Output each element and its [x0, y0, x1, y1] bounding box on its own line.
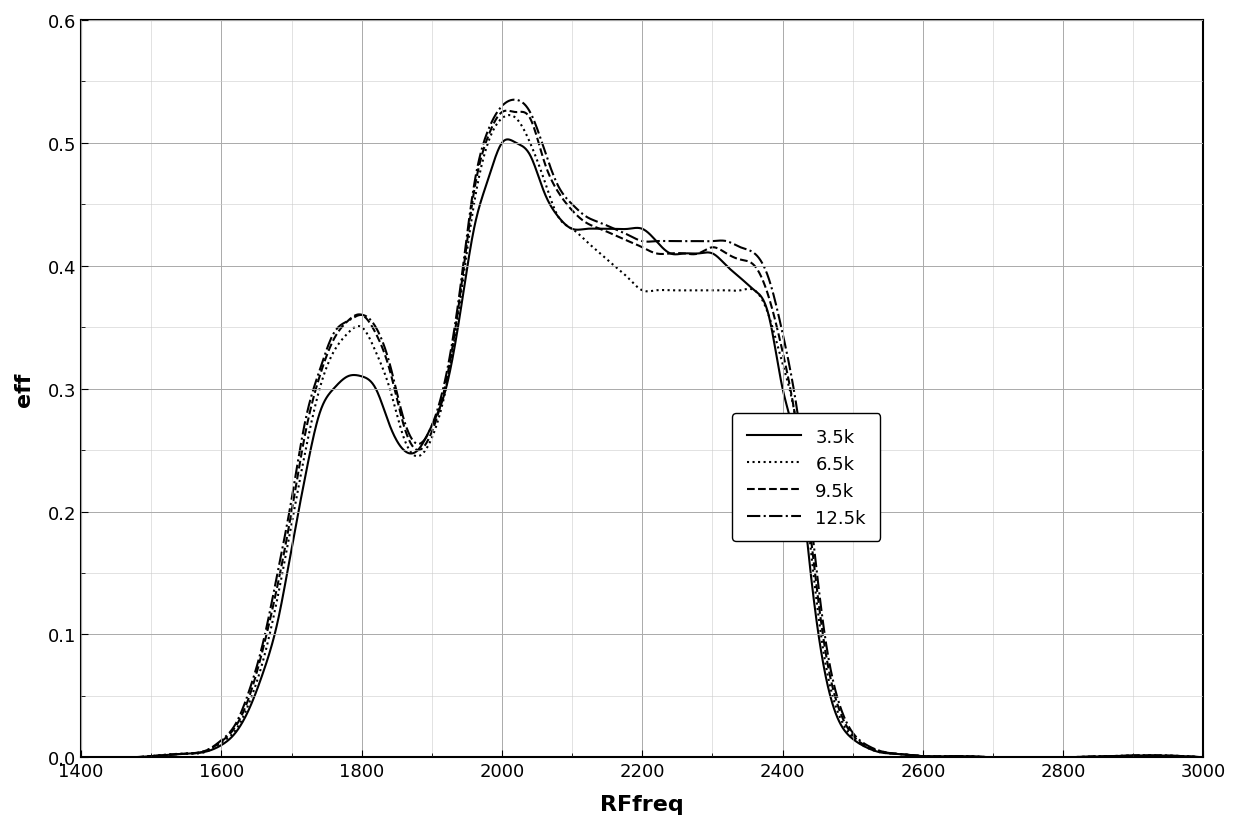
6.5k	[1163, 751, 1178, 761]
12.5k	[590, 218, 605, 228]
Line: 9.5k: 9.5k	[81, 112, 1204, 758]
9.5k	[620, 237, 635, 247]
9.5k	[1164, 751, 1179, 761]
3.5k	[590, 224, 605, 234]
6.5k	[1197, 753, 1211, 763]
3.5k	[1164, 751, 1179, 761]
3.5k	[959, 751, 973, 761]
6.5k	[502, 111, 517, 121]
3.5k	[501, 135, 516, 145]
9.5k	[131, 752, 146, 762]
6.5k	[73, 753, 88, 763]
X-axis label: RFfreq: RFfreq	[600, 794, 684, 814]
12.5k	[1197, 753, 1211, 763]
6.5k	[1164, 751, 1179, 761]
9.5k	[500, 107, 515, 117]
3.5k	[1163, 751, 1178, 761]
3.5k	[1197, 753, 1211, 763]
6.5k	[590, 247, 605, 257]
Line: 3.5k: 3.5k	[81, 140, 1204, 758]
Legend: 3.5k, 6.5k, 9.5k, 12.5k: 3.5k, 6.5k, 9.5k, 12.5k	[732, 414, 880, 542]
Line: 6.5k: 6.5k	[81, 116, 1204, 758]
12.5k	[73, 753, 88, 763]
12.5k	[131, 753, 146, 763]
3.5k	[131, 752, 146, 762]
Line: 12.5k: 12.5k	[81, 100, 1204, 758]
Y-axis label: eff: eff	[14, 372, 33, 407]
12.5k	[959, 751, 973, 761]
9.5k	[1197, 753, 1211, 763]
9.5k	[959, 751, 973, 761]
12.5k	[1163, 751, 1178, 761]
12.5k	[620, 230, 635, 240]
3.5k	[73, 753, 88, 763]
6.5k	[959, 751, 973, 761]
12.5k	[1164, 751, 1179, 761]
6.5k	[620, 273, 635, 283]
6.5k	[131, 753, 146, 763]
9.5k	[1163, 751, 1178, 761]
9.5k	[590, 224, 605, 233]
12.5k	[507, 95, 522, 105]
3.5k	[620, 224, 635, 234]
9.5k	[73, 753, 88, 763]
